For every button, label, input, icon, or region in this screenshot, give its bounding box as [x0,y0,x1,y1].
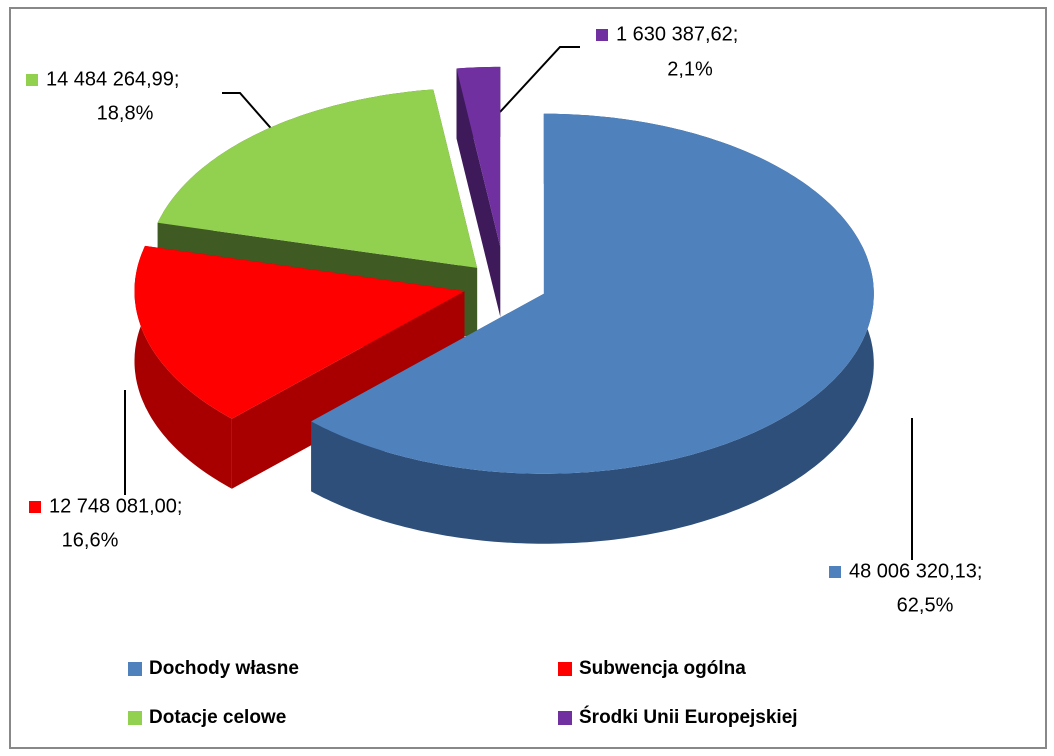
label-swatch [29,501,41,513]
legend-swatch [128,711,142,725]
slice [456,66,501,247]
percent-label: 2,1% [667,58,713,80]
data-label: 1 630 387,62; [616,23,738,45]
percent-label: 18,8% [97,102,154,124]
legend-swatch [558,662,572,676]
label-swatch [26,74,38,86]
legend-label: Subwencja ogólna [579,658,746,679]
label-swatch [829,566,841,578]
percent-label: 16,6% [62,529,119,551]
legend-label: Dotacje celowe [149,707,286,728]
pie [134,66,874,544]
slice-rim [311,113,874,544]
legend-swatch [558,711,572,725]
slice [134,245,465,419]
label-swatch [596,29,608,41]
data-label: 12 748 081,00; [49,495,182,517]
legend-swatch [128,662,142,676]
legend-label: Dochody własne [149,658,299,679]
leader-line [499,46,580,113]
leader-lines [124,46,913,560]
data-label: 14 484 264,99; [46,68,179,90]
data-label: 48 006 320,13; [849,560,982,582]
slice [311,113,874,474]
legend-label: Środki Unii Europejskiej [579,706,798,728]
slice-rim [134,245,232,489]
percent-label: 62,5% [897,594,954,616]
slice [157,89,478,268]
